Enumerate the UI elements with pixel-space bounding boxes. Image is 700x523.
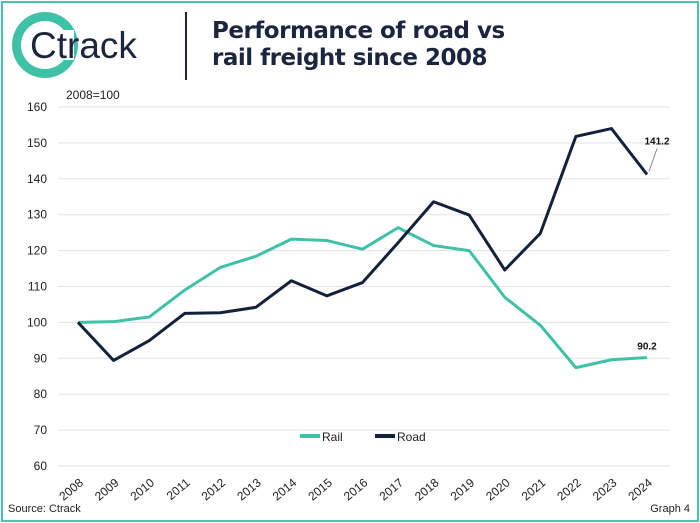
- header-divider: [185, 12, 187, 80]
- x-tick-label: 2023: [590, 475, 620, 503]
- x-tick-label: 2019: [448, 475, 478, 503]
- end-label-road: 141.2: [644, 136, 669, 147]
- y-tick-label: 160: [27, 100, 47, 114]
- legend: Rail Road: [300, 430, 426, 444]
- y-tick-label: 80: [34, 387, 48, 401]
- title-line-2: rail freight since 2008: [212, 45, 488, 71]
- y-tick-label: 100: [27, 315, 47, 329]
- graph-number: Graph 4: [650, 503, 690, 515]
- y-tick-label: 120: [27, 244, 47, 258]
- end-labels: 90.2 141.2: [637, 136, 670, 352]
- x-tick-label: 2011: [164, 475, 193, 503]
- legend-label-road: Road: [397, 430, 426, 444]
- logo-text: Ctrack: [30, 25, 137, 66]
- x-tick-label: 2012: [199, 475, 229, 503]
- legend-swatch-rail: [300, 434, 320, 438]
- y-tick-label: 130: [27, 208, 47, 222]
- y-tick-label: 90: [34, 351, 48, 365]
- source-note: Source: Ctrack: [8, 503, 81, 515]
- x-tick-label: 2008: [56, 475, 86, 503]
- x-tick-label: 2016: [341, 475, 371, 503]
- y-tick-label: 70: [34, 423, 48, 437]
- y-tick-label: 140: [27, 172, 47, 186]
- legend-label-rail: Rail: [322, 430, 343, 444]
- logo-ring-icon: [12, 12, 78, 78]
- x-tick-label: 2020: [483, 475, 513, 503]
- x-tick-label: 2014: [270, 475, 300, 503]
- x-tick-label: 2009: [92, 475, 122, 503]
- series-line-rail: [77, 226, 648, 370]
- y-axis-unit-label: 2008=100: [66, 88, 120, 102]
- chart-title: Performance of road vs rail freight sinc…: [212, 18, 505, 72]
- title-line-1: Performance of road vs: [212, 18, 505, 44]
- gridlines: [58, 106, 670, 467]
- x-tick-label: 2022: [554, 475, 584, 503]
- end-label-leader: [648, 148, 658, 172]
- y-tick-label: 60: [34, 459, 48, 473]
- x-tick-label: 2017: [377, 475, 407, 503]
- y-tick-labels: 60 70 80 90 100 110 120 130 140 150 160: [27, 100, 47, 473]
- end-label-rail: 90.2: [637, 342, 657, 353]
- series-lines: [76, 127, 649, 370]
- legend-swatch-road: [375, 434, 395, 438]
- x-tick-label: 2018: [412, 475, 442, 503]
- x-tick-labels: 2008 2009 2010 2011 2012 2013 2014 2015 2016 2017…: [56, 475, 655, 503]
- x-tick-label: 2024: [625, 475, 655, 503]
- ctrack-logo: Ctrack: [12, 12, 137, 78]
- y-tick-label: 150: [27, 136, 47, 150]
- x-tick-label: 2013: [234, 475, 264, 503]
- x-tick-label: 2021: [519, 475, 549, 503]
- series-line-road: [76, 127, 649, 362]
- x-tick-label: 2010: [128, 475, 158, 503]
- x-tick-label: 2015: [305, 475, 335, 503]
- y-tick-label: 110: [28, 280, 47, 294]
